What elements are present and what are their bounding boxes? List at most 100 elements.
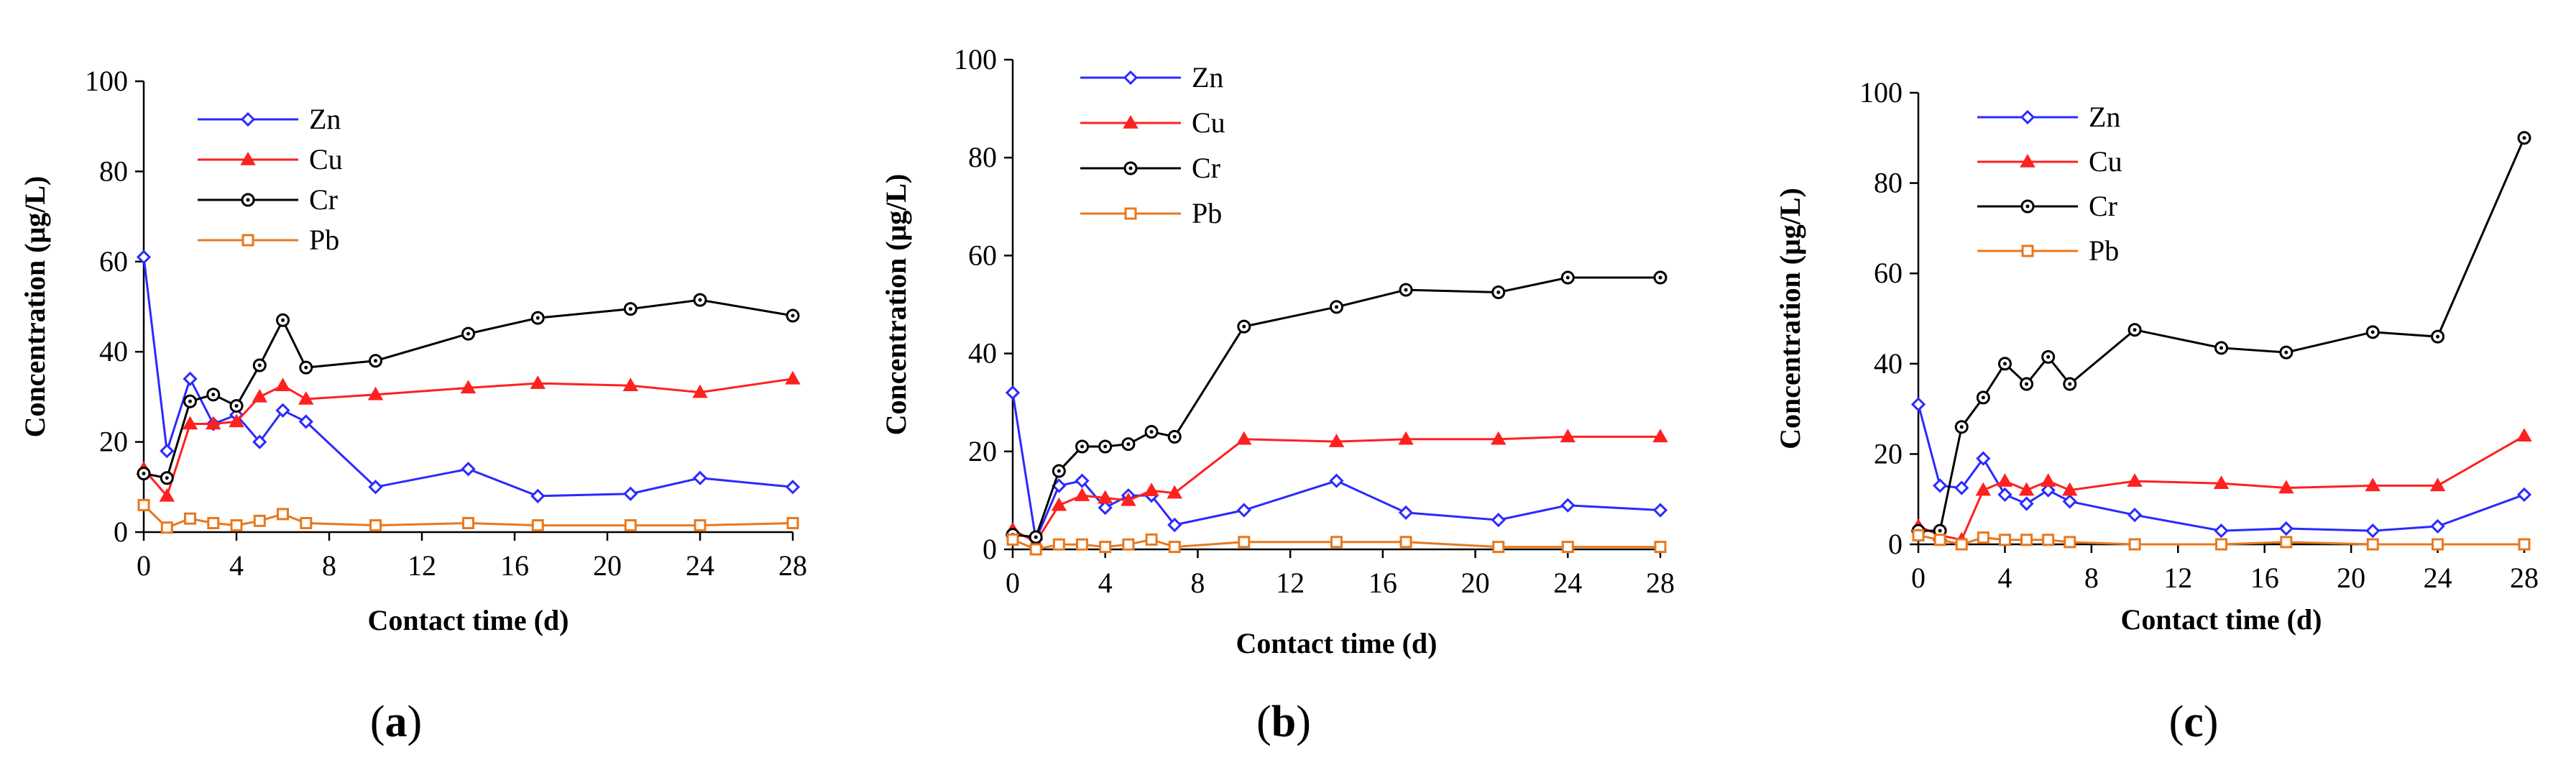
y-tick-label: 100 bbox=[954, 43, 997, 76]
marker-cu-point bbox=[206, 416, 221, 430]
marker-cu-point bbox=[275, 378, 291, 391]
marker-pb-point bbox=[1006, 533, 1019, 546]
marker-cr-point-dot bbox=[2133, 328, 2137, 332]
marker-pb-point bbox=[2020, 534, 2033, 546]
marker-zn-point bbox=[1236, 503, 1251, 518]
marker-zn-point bbox=[183, 371, 198, 386]
marker-legend-pb-point bbox=[2021, 244, 2034, 257]
marker-pb-point bbox=[694, 519, 707, 532]
marker-pb-point bbox=[1145, 533, 1158, 546]
marker-zn-point bbox=[785, 480, 801, 495]
marker-cr-point-dot bbox=[1057, 469, 1061, 473]
series-line-zn bbox=[142, 257, 794, 498]
marker-pb-point bbox=[1492, 541, 1505, 554]
marker-cu-point bbox=[229, 413, 244, 428]
y-tick-label: 20 bbox=[1874, 437, 1903, 470]
marker-zn-point bbox=[2062, 494, 2077, 509]
marker-pb-point bbox=[300, 516, 313, 529]
marker-cu-point bbox=[2516, 428, 2532, 442]
marker-cr-point-dot bbox=[1149, 430, 1154, 434]
panel-label-letter: c bbox=[2184, 697, 2204, 746]
panel-label-letter: a bbox=[385, 697, 408, 746]
y-tick-label: 80 bbox=[99, 155, 128, 187]
marker-zn-point bbox=[2278, 521, 2294, 536]
marker-pb-point bbox=[207, 516, 220, 529]
marker-cu-point bbox=[1652, 429, 1668, 443]
marker-cu-point bbox=[1398, 431, 1414, 445]
marker-pb-point bbox=[1998, 534, 2011, 546]
marker-pb-point bbox=[2518, 538, 2531, 551]
legend-label-zn: Zn bbox=[309, 103, 341, 135]
marker-cr-point-dot bbox=[2220, 346, 2223, 350]
chart-panel-a: 0 20 40 60 80 100 0 4 8 12 16 20 24 28 Contact time (d… bbox=[19, 65, 807, 746]
legend-label-cu: Cu bbox=[309, 143, 343, 175]
marker-cr-point-dot bbox=[1959, 425, 1964, 429]
panel-label-open-paren: ( bbox=[2169, 697, 2184, 746]
marker-zn-point bbox=[160, 444, 175, 459]
y-tick-label: 20 bbox=[968, 435, 997, 467]
panel-label-close-paren: ) bbox=[1296, 697, 1311, 746]
y-tick-label: 80 bbox=[968, 141, 997, 173]
marker-pb-point bbox=[2432, 538, 2444, 551]
marker-pb-point bbox=[137, 498, 150, 511]
marker-zn-point bbox=[1932, 478, 1948, 493]
x-axis-title: Contact time (d) bbox=[1236, 627, 1438, 659]
marker-cu-point bbox=[692, 384, 708, 398]
marker-cu-point bbox=[159, 488, 175, 502]
marker-cr-point-dot bbox=[1335, 305, 1338, 309]
x-tick-label: 24 bbox=[2424, 562, 2452, 594]
marker-cu-point bbox=[2062, 482, 2078, 496]
marker-pb-point bbox=[462, 516, 474, 529]
marker-cu-point bbox=[1097, 490, 1113, 504]
y-tick-label: 0 bbox=[114, 516, 128, 548]
marker-pb-point bbox=[230, 519, 243, 532]
marker-zn-point bbox=[1329, 473, 1344, 488]
marker-cr-point-dot bbox=[2046, 355, 2051, 359]
marker-cr-point-dot bbox=[304, 365, 308, 370]
marker-zn-point bbox=[2430, 518, 2445, 534]
panel-label-letter: b bbox=[1271, 697, 1296, 746]
marker-zn-point bbox=[2516, 487, 2532, 503]
marker-pb-point bbox=[1977, 531, 1990, 544]
panel-label-close-paren: ) bbox=[408, 697, 423, 746]
marker-zn-point bbox=[2019, 496, 2034, 511]
marker-cu-point bbox=[1074, 488, 1090, 501]
marker-legend-cr-point-dot bbox=[2025, 204, 2030, 209]
marker-cu-point bbox=[1328, 434, 1345, 447]
marker-cr-point-dot bbox=[257, 363, 262, 367]
marker-cr-point-dot bbox=[1080, 444, 1085, 449]
marker-cu-point bbox=[298, 391, 314, 405]
marker-cr-point-dot bbox=[2522, 136, 2526, 140]
marker-cu-point bbox=[530, 375, 546, 389]
x-tick-label: 16 bbox=[500, 549, 529, 582]
marker-zn-point bbox=[461, 462, 476, 477]
legend-label-pb: Pb bbox=[2089, 234, 2119, 267]
marker-pb-point bbox=[1238, 536, 1251, 549]
marker-cr-point-dot bbox=[2436, 334, 2440, 339]
marker-cr-point-dot bbox=[1172, 434, 1177, 439]
y-tick-label: 100 bbox=[85, 65, 128, 97]
legend-label-cr: Cr bbox=[1192, 152, 1220, 184]
x-tick-label: 12 bbox=[408, 549, 436, 582]
marker-cr-point-dot bbox=[234, 403, 239, 408]
marker-pb-point bbox=[2064, 536, 2076, 549]
marker-cr-point-dot bbox=[1658, 275, 1662, 280]
legend-label-pb: Pb bbox=[309, 224, 339, 256]
marker-pb-point bbox=[2366, 538, 2379, 551]
series-line-zn bbox=[1011, 392, 1661, 544]
marker-cr-point-dot bbox=[1103, 444, 1108, 449]
marker-pb-point bbox=[2128, 538, 2141, 551]
marker-zn-point bbox=[1652, 503, 1668, 518]
x-tick-label: 8 bbox=[2084, 562, 2099, 594]
marker-legend-pb-point bbox=[242, 234, 254, 247]
x-tick-label: 0 bbox=[1911, 562, 1926, 594]
marker-zn-point bbox=[1997, 487, 2012, 503]
x-tick-label: 28 bbox=[2510, 562, 2539, 594]
marker-legend-cr-point-dot bbox=[1128, 166, 1133, 170]
y-tick-label: 40 bbox=[1874, 347, 1903, 380]
x-tick-label: 12 bbox=[2163, 562, 2192, 594]
y-axis-title: Concentration (μg/L) bbox=[19, 176, 51, 438]
marker-cr-point-dot bbox=[1126, 442, 1131, 447]
marker-cr-point-dot bbox=[1034, 535, 1038, 539]
marker-pb-point bbox=[1076, 538, 1089, 551]
